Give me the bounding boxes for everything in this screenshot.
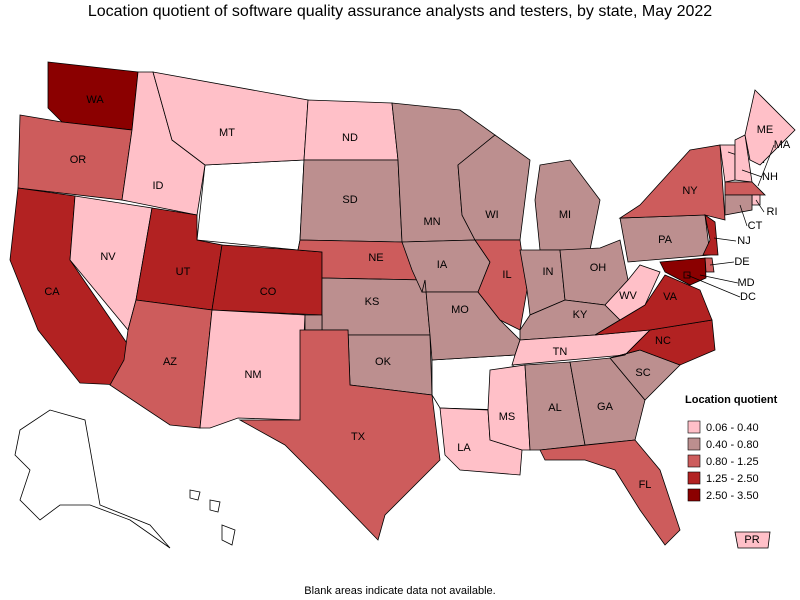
state-label: GA bbox=[597, 401, 614, 413]
callout bbox=[709, 261, 735, 266]
state-label: NY bbox=[682, 185, 698, 197]
legend-label: 0.80 - 1.25 bbox=[706, 456, 759, 468]
state bbox=[702, 214, 719, 256]
legend-swatch bbox=[687, 488, 701, 502]
state bbox=[734, 531, 771, 549]
state bbox=[604, 264, 661, 321]
callout bbox=[713, 237, 737, 242]
state bbox=[534, 159, 601, 251]
state-label: KY bbox=[573, 309, 588, 321]
state-label: KS bbox=[365, 296, 380, 308]
callout bbox=[686, 274, 741, 298]
state-blank bbox=[209, 499, 221, 513]
legend-title: Location quotient bbox=[685, 394, 778, 406]
state bbox=[487, 364, 531, 451]
state bbox=[724, 181, 766, 196]
state-label: OK bbox=[375, 356, 392, 368]
state-blank bbox=[189, 489, 201, 501]
state-label: CO bbox=[260, 286, 277, 298]
state-label: RI bbox=[767, 206, 778, 218]
state-blank bbox=[14, 409, 171, 549]
state-label: NM bbox=[244, 369, 261, 381]
state-label: NJ bbox=[737, 235, 750, 247]
callout bbox=[757, 144, 775, 187]
state bbox=[474, 239, 528, 331]
state-label: MS bbox=[499, 411, 516, 423]
callout bbox=[739, 204, 748, 227]
note: Blank areas indicate data not available. bbox=[304, 585, 495, 597]
callout bbox=[699, 274, 739, 284]
map-title: Location quotient of software quality as… bbox=[88, 3, 712, 20]
state-label: TN bbox=[553, 346, 568, 358]
legend-swatch bbox=[687, 437, 701, 451]
legend-swatch bbox=[687, 420, 701, 434]
state-label: MD bbox=[737, 277, 754, 289]
state-label: ND bbox=[342, 132, 358, 144]
state-label: UT bbox=[176, 266, 191, 278]
state bbox=[569, 357, 646, 446]
state-label: WV bbox=[619, 290, 637, 302]
state-label: WA bbox=[86, 94, 104, 106]
state-label: AZ bbox=[163, 356, 177, 368]
state bbox=[539, 439, 681, 546]
legend-swatch bbox=[687, 471, 701, 485]
state-label: MO bbox=[451, 304, 469, 316]
legend-label: 0.40 - 0.80 bbox=[706, 439, 759, 451]
state-label: ID bbox=[153, 180, 164, 192]
state-label: IN bbox=[543, 266, 554, 278]
state-label: LA bbox=[457, 442, 471, 454]
state bbox=[211, 244, 323, 316]
state-label: SC bbox=[635, 367, 650, 379]
state bbox=[303, 99, 399, 161]
state-label: PR bbox=[744, 534, 759, 546]
state-label: NC bbox=[655, 335, 671, 347]
state-label: NE bbox=[368, 252, 383, 264]
state-label: MA bbox=[774, 139, 791, 151]
state-label: PA bbox=[658, 234, 673, 246]
legend-swatch bbox=[687, 454, 701, 468]
state-blank bbox=[196, 159, 305, 251]
state-label: MI bbox=[559, 209, 571, 221]
state-label: ME bbox=[757, 124, 774, 136]
callout bbox=[755, 199, 765, 213]
state-label: AL bbox=[548, 402, 561, 414]
state-label: FL bbox=[639, 479, 652, 491]
state bbox=[152, 71, 309, 166]
state bbox=[724, 194, 753, 216]
state-label: OH bbox=[590, 262, 607, 274]
legend-label: 0.06 - 0.40 bbox=[706, 422, 759, 434]
state-label: TX bbox=[351, 431, 366, 443]
state-label: MT bbox=[219, 127, 235, 139]
state-label: MN bbox=[423, 216, 440, 228]
state bbox=[618, 144, 726, 221]
state-label: CA bbox=[44, 286, 60, 298]
state-blank bbox=[221, 524, 236, 546]
state-label: CT bbox=[748, 220, 763, 232]
state bbox=[238, 329, 441, 541]
state bbox=[744, 89, 796, 166]
legend-label: 1.25 - 2.50 bbox=[706, 473, 759, 485]
state-label: DC bbox=[740, 291, 756, 303]
callout bbox=[741, 169, 763, 178]
state-label: IL bbox=[502, 269, 511, 281]
state-label: OR bbox=[70, 154, 87, 166]
state-label: NH bbox=[762, 171, 778, 183]
state-label: IA bbox=[437, 259, 448, 271]
legend-label: 2.50 - 3.50 bbox=[706, 490, 759, 502]
state-label: VA bbox=[663, 291, 678, 303]
state-label: NV bbox=[100, 251, 116, 263]
state-label: DE bbox=[734, 256, 749, 268]
state-label: WI bbox=[485, 209, 498, 221]
state-label: SD bbox=[342, 194, 357, 206]
